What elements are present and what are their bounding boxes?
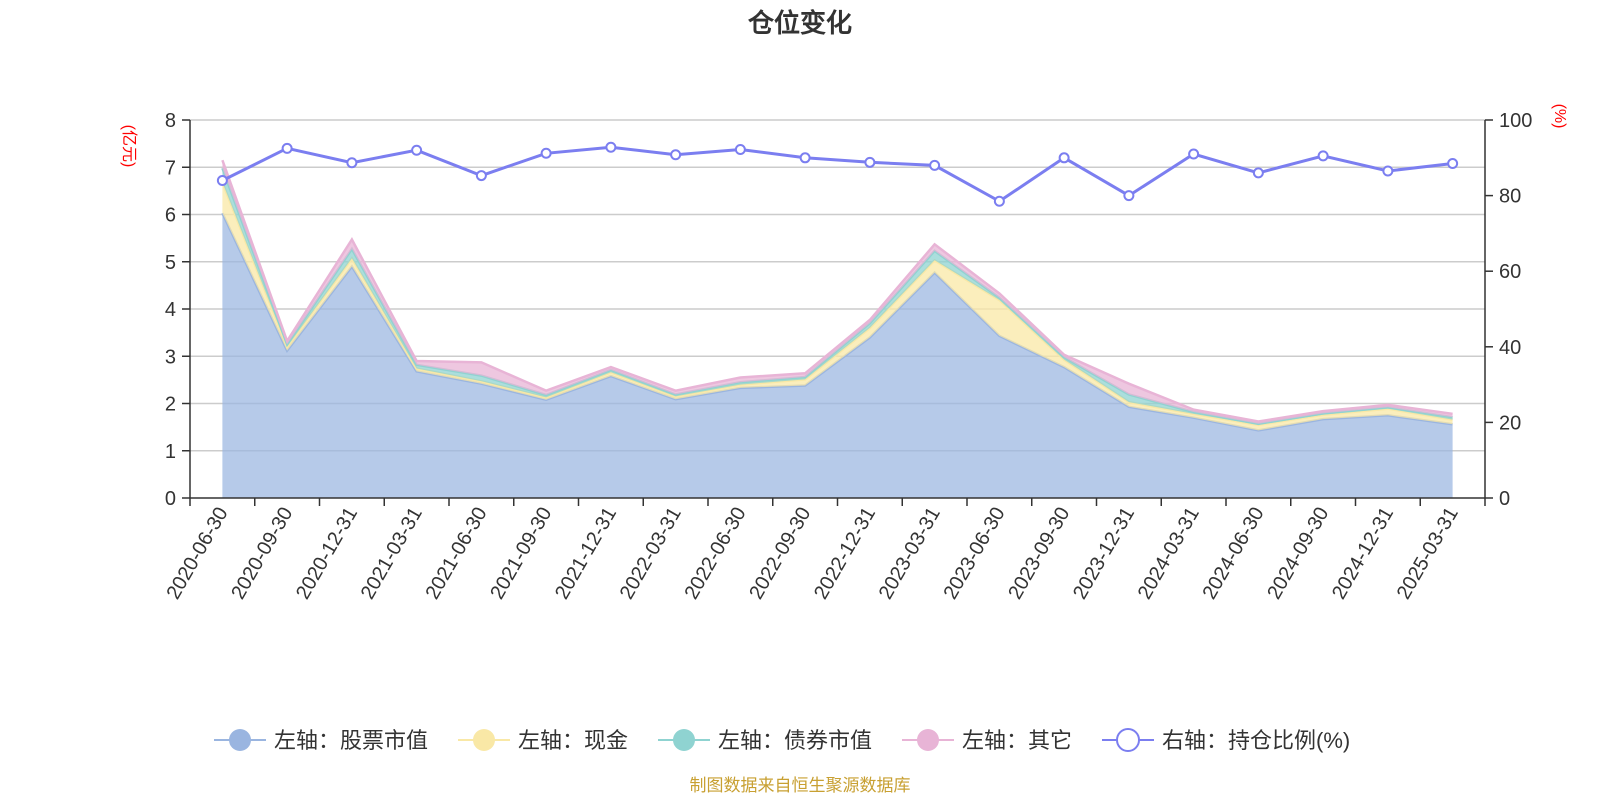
x-axis-tick-label: 2023-09-30 [1004, 504, 1074, 604]
ratio-point [1123, 190, 1135, 202]
x-axis-tick-label: 2024-03-31 [1134, 504, 1204, 604]
ratio-point [1188, 148, 1200, 160]
ratio-point [734, 143, 746, 155]
ratio-point [281, 142, 293, 154]
legend-marker-bond [673, 729, 695, 751]
x-axis-tick-label: 2020-06-30 [162, 504, 232, 604]
ratio-point [605, 141, 617, 153]
area-edge-stock [221, 212, 1453, 432]
legend-marker-cash [473, 729, 495, 751]
x-axis-tick-label: 2024-09-30 [1263, 504, 1333, 604]
x-axis-tick-label: 2025-03-31 [1393, 504, 1463, 604]
x-axis-tick-label: 2024-12-31 [1328, 504, 1398, 604]
right-axis-tick-label: 40 [1499, 337, 1521, 359]
legend-label-other: 左轴：其它 [962, 728, 1072, 753]
legend-marker-ratio [1116, 728, 1140, 752]
ratio-point [411, 144, 423, 156]
legend-label-bond: 左轴：债券市值 [718, 728, 872, 753]
ratio-line [221, 145, 1453, 204]
right-axis-unit: (%) [1551, 104, 1568, 129]
right-axis-tick-label: 100 [1499, 110, 1532, 132]
ratio-point [864, 156, 876, 168]
x-axis-tick-label: 2021-03-31 [357, 504, 427, 604]
left-axis-tick-label: 3 [165, 346, 176, 368]
legend-label-cash: 左轴：现金 [518, 728, 628, 753]
chart-title: 仓位变化 [747, 8, 852, 38]
x-axis-tick-label: 2022-09-30 [745, 504, 815, 604]
area-edge-other [221, 159, 1453, 423]
x-axis-tick-label: 2023-03-31 [875, 504, 945, 604]
x-axis-tick-label: 2021-06-30 [421, 504, 491, 604]
left-axis-tick-label: 1 [165, 441, 176, 463]
x-axis-tick-label: 2020-12-31 [292, 504, 362, 604]
left-axis-tick-label: 2 [165, 394, 176, 416]
legend: 左轴：股票市值 左轴：现金 左轴：债券市值 左轴：其它 右轴：持仓比例(%) [214, 728, 1350, 753]
ratio-point [346, 157, 358, 169]
ratio-point [540, 147, 552, 159]
x-axis-tick-label: 2022-06-30 [680, 504, 750, 604]
ratio-point [475, 170, 487, 182]
right-axis-tick-label: 60 [1499, 261, 1521, 283]
x-axis-tick-label: 2021-09-30 [486, 504, 556, 604]
ratio-line-series [216, 141, 1459, 207]
x-axis-tick-label: 2023-12-31 [1069, 504, 1139, 604]
x-axis-tick-label: 2024-06-30 [1198, 504, 1268, 604]
legend-label-stock: 左轴：股票市值 [274, 728, 428, 753]
ratio-point [1058, 152, 1070, 164]
left-axis-tick-label: 7 [165, 157, 176, 179]
x-axis-tick-label: 2021-12-31 [551, 504, 621, 604]
legend-label-ratio: 右轴：持仓比例(%) [1162, 728, 1350, 753]
right-axis-tick-label: 20 [1499, 412, 1521, 434]
ratio-point [1252, 167, 1264, 179]
right-axis-tick-label: 80 [1499, 186, 1521, 208]
legend-marker-stock [229, 729, 251, 751]
ratio-point [1317, 150, 1329, 162]
x-axis-tick-label: 2023-06-30 [939, 504, 1009, 604]
left-axis-tick-label: 0 [165, 488, 176, 510]
left-axis-tick-label: 5 [165, 252, 176, 274]
left-axis-unit: (亿元) [120, 125, 138, 168]
ratio-point [799, 152, 811, 164]
ratio-point [216, 174, 228, 186]
ratio-point [993, 195, 1005, 207]
x-axis-tick-label: 2022-12-31 [810, 504, 880, 604]
x-axis-tick-label: 2020-09-30 [227, 504, 297, 604]
left-axis-tick-label: 6 [165, 205, 176, 227]
ratio-point [929, 159, 941, 171]
left-axis-tick-label: 8 [165, 110, 176, 132]
stacked-areas [221, 159, 1453, 498]
x-axis-tick-label: 2022-03-31 [616, 504, 686, 604]
ratio-point [1382, 165, 1394, 177]
source-note: 制图数据来自恒生聚源数据库 [690, 776, 911, 795]
area-stock [222, 213, 1453, 498]
left-axis-tick-label: 4 [165, 299, 176, 321]
right-axis-tick-label: 0 [1499, 488, 1510, 510]
ratio-point [1447, 157, 1459, 169]
legend-marker-other [917, 729, 939, 751]
ratio-point [670, 149, 682, 161]
